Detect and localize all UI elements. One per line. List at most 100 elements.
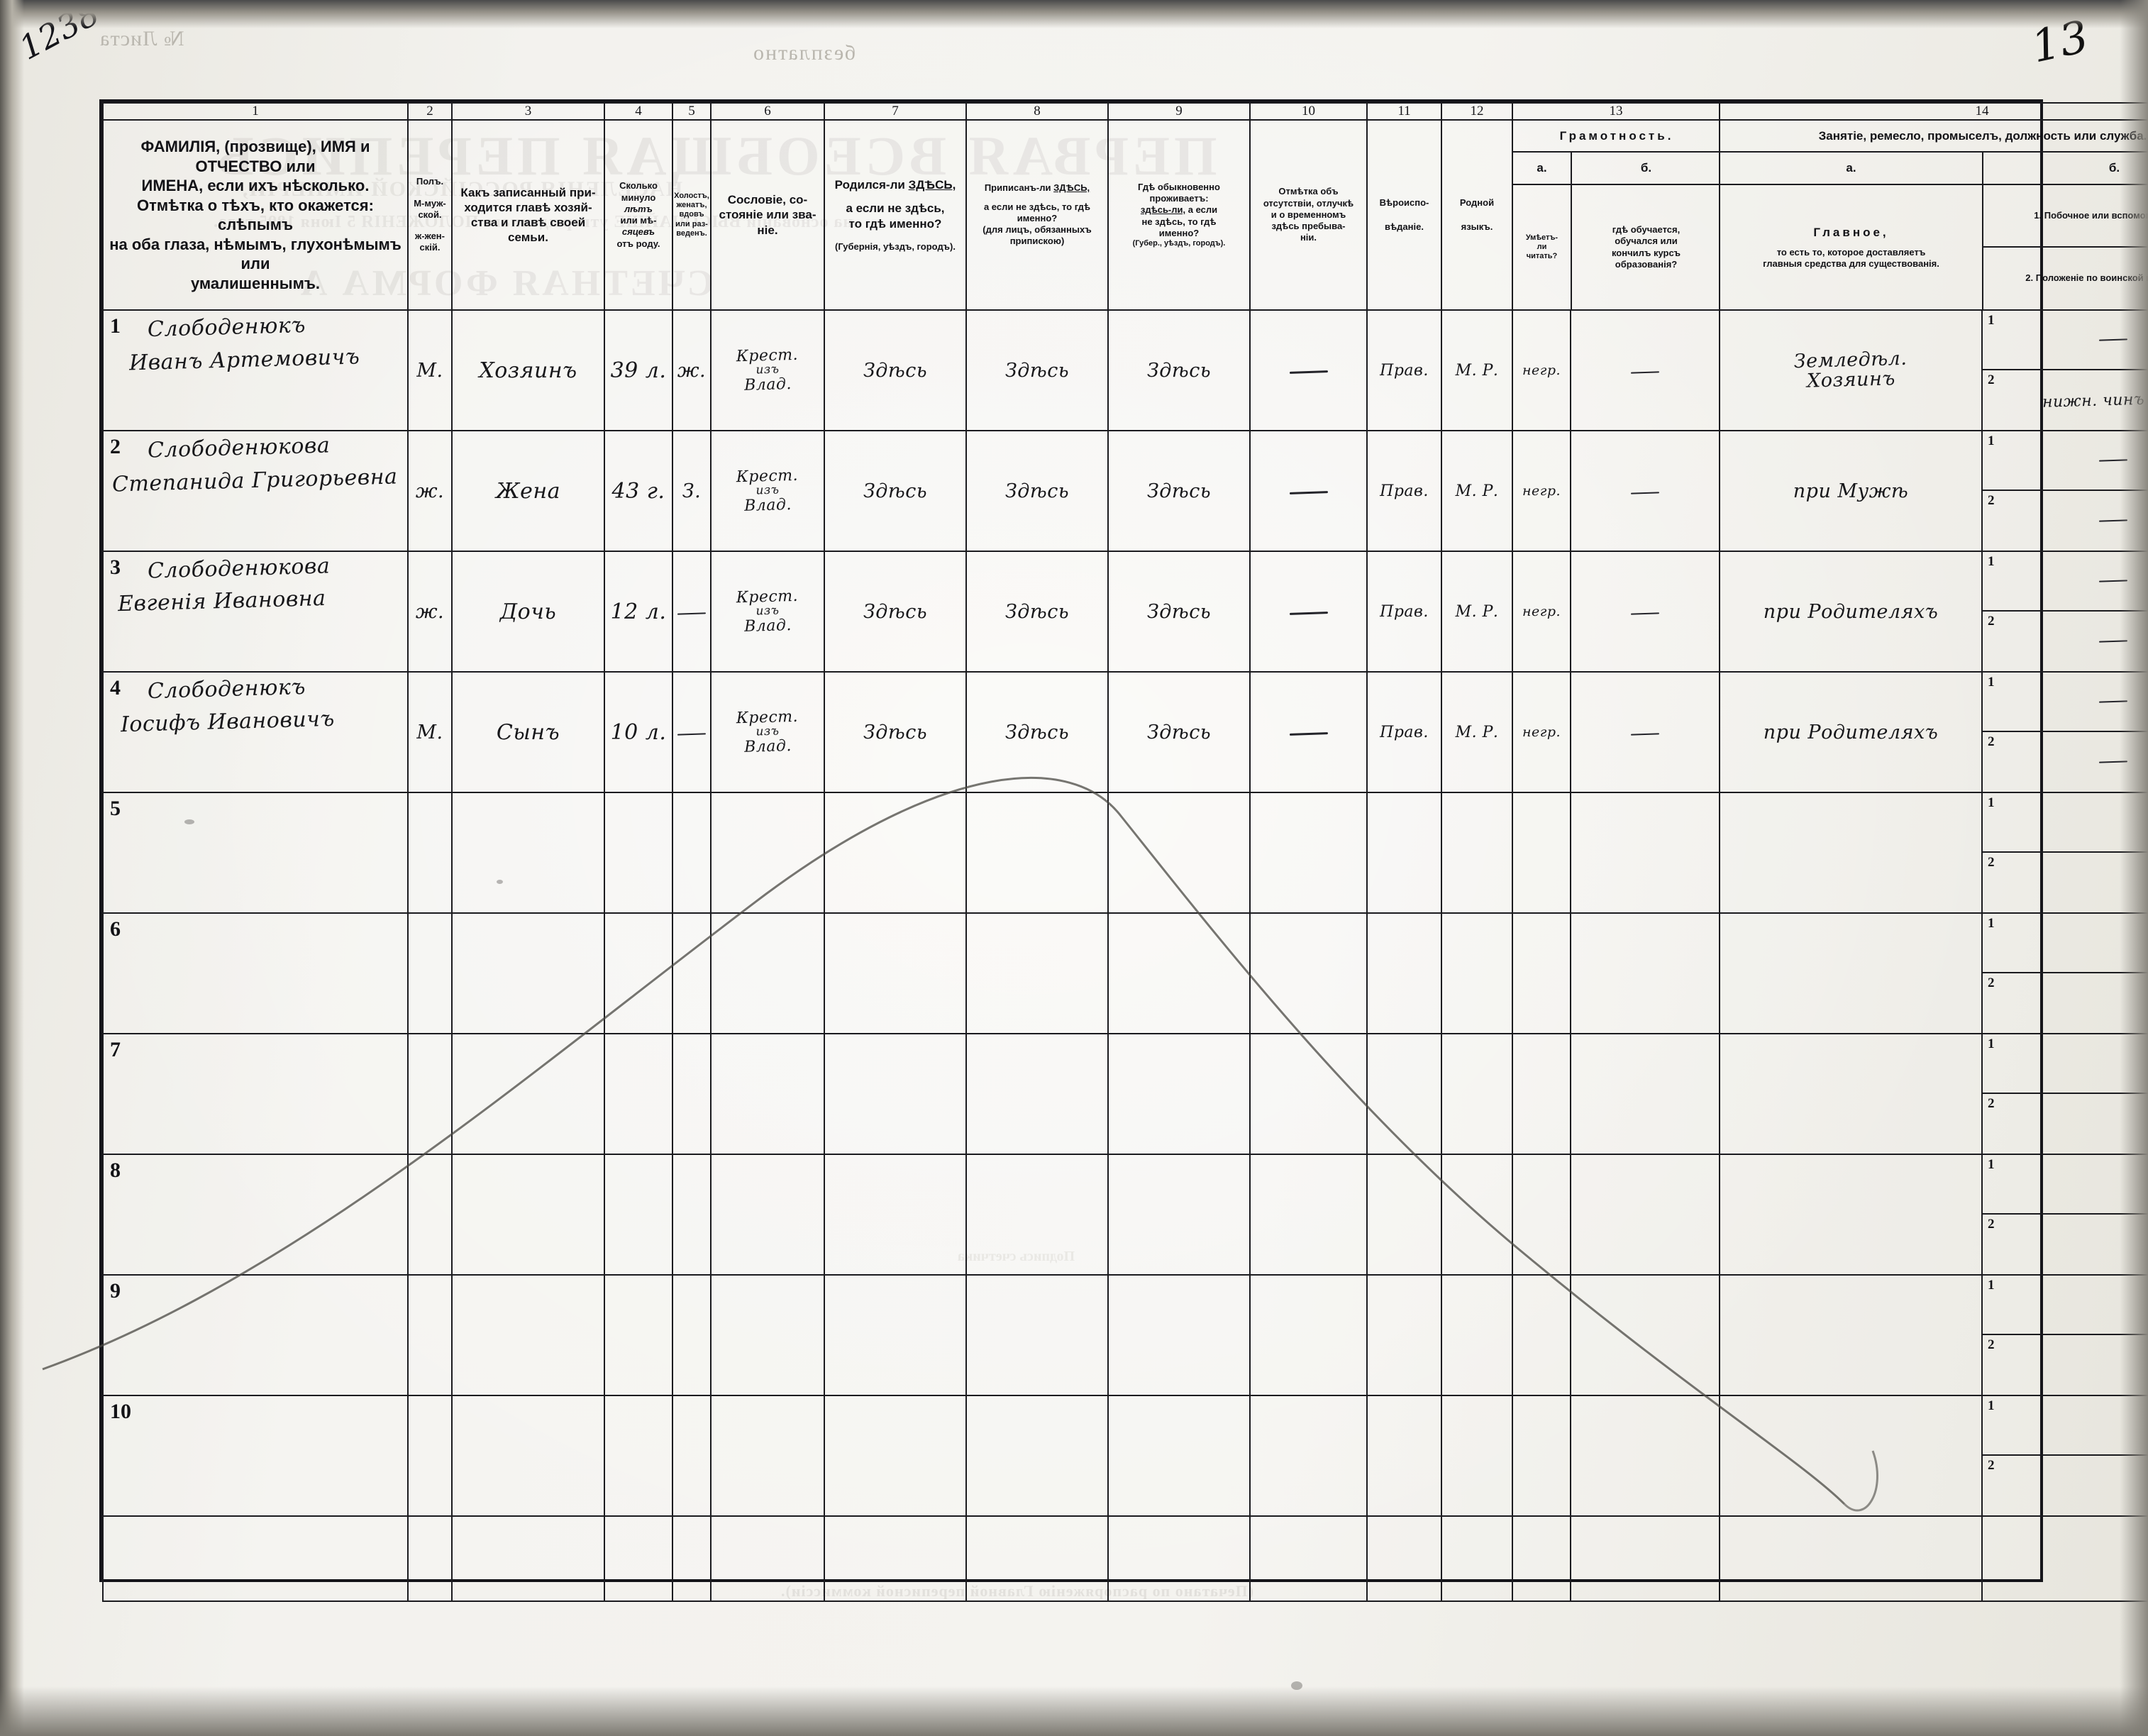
cell-sex[interactable]: М.: [407, 309, 453, 431]
subcell-military[interactable]: 2: [1983, 1335, 2148, 1395]
cell-residence[interactable]: Здѣсь: [1107, 671, 1251, 793]
cell-age[interactable]: [604, 792, 673, 914]
cell-estate[interactable]: [710, 1395, 825, 1517]
cell-marital[interactable]: [672, 912, 712, 1034]
cell-religion[interactable]: Прав.: [1366, 430, 1442, 552]
cell-name[interactable]: 2 Слободенюкова Степанида Григорьевна: [102, 430, 409, 552]
table-row[interactable]: 8 1 2: [102, 1154, 2148, 1276]
cell-literacy-a[interactable]: [1512, 1154, 1571, 1276]
cell-absence[interactable]: [1249, 1274, 1368, 1396]
cell-literacy-b[interactable]: [1570, 551, 1720, 673]
cell-name[interactable]: 5: [102, 792, 409, 914]
cell-marital[interactable]: З.: [672, 430, 712, 552]
cell-language[interactable]: М. Р.: [1441, 671, 1513, 793]
cell-literacy-a[interactable]: негр.: [1512, 551, 1571, 673]
cell-literacy-a[interactable]: негр.: [1512, 309, 1571, 431]
cell-residence[interactable]: Здѣсь: [1107, 551, 1251, 673]
cell-name[interactable]: 6: [102, 912, 409, 1034]
cell-marital[interactable]: ж.: [672, 309, 712, 431]
cell-residence[interactable]: [1107, 1515, 1251, 1602]
cell-birthplace[interactable]: [824, 792, 967, 914]
cell-literacy-b[interactable]: [1570, 912, 1720, 1034]
cell-occupation-aux[interactable]: 1 2: [1981, 792, 2148, 914]
cell-marital[interactable]: [672, 792, 712, 914]
cell-sex[interactable]: М.: [407, 671, 453, 793]
cell-residence[interactable]: Здѣсь: [1107, 309, 1251, 431]
cell-relation[interactable]: Хозяинъ: [451, 309, 605, 431]
cell-sex[interactable]: [407, 1515, 453, 1602]
cell-birthplace[interactable]: Здѣсь: [824, 551, 967, 673]
cell-age[interactable]: [604, 1154, 673, 1276]
cell-relation[interactable]: [451, 1395, 605, 1517]
cell-marital[interactable]: [672, 1395, 712, 1517]
table-row[interactable]: 10 1 2: [102, 1395, 2148, 1517]
cell-absence[interactable]: [1249, 671, 1368, 793]
cell-occupation-main[interactable]: [1719, 1395, 1983, 1517]
cell-marital[interactable]: [672, 551, 712, 673]
cell-literacy-a[interactable]: [1512, 1515, 1571, 1602]
cell-name[interactable]: 4 Слободенюкъ Іосифъ Ивановичъ: [102, 671, 409, 793]
cell-literacy-b[interactable]: [1570, 1515, 1720, 1602]
cell-sex[interactable]: [407, 1274, 453, 1396]
cell-registration[interactable]: Здѣсь: [965, 309, 1109, 431]
cell-age[interactable]: 43 г.: [604, 430, 673, 552]
cell-birthplace[interactable]: Здѣсь: [824, 671, 967, 793]
cell-residence[interactable]: [1107, 1033, 1251, 1155]
cell-estate[interactable]: [710, 912, 825, 1034]
cell-sex[interactable]: ж.: [407, 551, 453, 673]
cell-sex[interactable]: [407, 1154, 453, 1276]
cell-absence[interactable]: [1249, 1395, 1368, 1517]
cell-registration[interactable]: [965, 1395, 1109, 1517]
subcell-military[interactable]: 2: [1983, 491, 2148, 551]
cell-residence[interactable]: Здѣсь: [1107, 430, 1251, 552]
cell-literacy-a[interactable]: негр.: [1512, 430, 1571, 552]
table-row[interactable]: 6 1 2: [102, 912, 2148, 1034]
cell-occupation-main[interactable]: [1719, 1154, 1983, 1276]
cell-religion[interactable]: Прав.: [1366, 671, 1442, 793]
cell-absence[interactable]: [1249, 1033, 1368, 1155]
subcell-aux[interactable]: 1: [1983, 1034, 2148, 1094]
cell-occupation-main[interactable]: [1719, 1274, 1983, 1396]
cell-estate[interactable]: Крест. изъ Влад.: [710, 309, 825, 431]
cell-occupation-aux[interactable]: 1 2: [1981, 1395, 2148, 1517]
cell-religion[interactable]: [1366, 1274, 1442, 1396]
table-row[interactable]: 7 1 2: [102, 1033, 2148, 1155]
cell-birthplace[interactable]: Здѣсь: [824, 430, 967, 552]
cell-age[interactable]: [604, 1515, 673, 1602]
cell-name[interactable]: 10: [102, 1395, 409, 1517]
cell-language[interactable]: [1441, 1154, 1513, 1276]
cell-religion[interactable]: [1366, 1515, 1442, 1602]
subcell-aux[interactable]: 1: [1983, 431, 2148, 491]
cell-literacy-a[interactable]: [1512, 912, 1571, 1034]
cell-occupation-main[interactable]: при Мужѣ: [1719, 430, 1983, 552]
cell-occupation-main[interactable]: [1719, 912, 1983, 1034]
cell-occupation-aux[interactable]: 1 2: [1981, 1274, 2148, 1396]
cell-religion[interactable]: [1366, 1154, 1442, 1276]
subcell-military[interactable]: 2: [1983, 853, 2148, 912]
cell-relation[interactable]: [451, 792, 605, 914]
cell-occupation-aux[interactable]: [1981, 1515, 2148, 1602]
cell-religion[interactable]: Прав.: [1366, 551, 1442, 673]
cell-registration[interactable]: [965, 1274, 1109, 1396]
subcell-aux[interactable]: 1: [1983, 1155, 2148, 1215]
cell-residence[interactable]: [1107, 792, 1251, 914]
cell-literacy-a[interactable]: [1512, 1395, 1571, 1517]
cell-sex[interactable]: [407, 1395, 453, 1517]
cell-relation[interactable]: [451, 1033, 605, 1155]
cell-name[interactable]: 7: [102, 1033, 409, 1155]
cell-registration[interactable]: Здѣсь: [965, 430, 1109, 552]
cell-residence[interactable]: [1107, 1154, 1251, 1276]
cell-birthplace[interactable]: [824, 1395, 967, 1517]
cell-language[interactable]: [1441, 912, 1513, 1034]
table-row[interactable]: 3 Слободенюкова Евгенія Ивановна ж. Дочь…: [102, 551, 2148, 673]
cell-estate[interactable]: [710, 1154, 825, 1276]
cell-marital[interactable]: [672, 671, 712, 793]
cell-estate[interactable]: Крест. изъ Влад.: [710, 551, 825, 673]
cell-language[interactable]: [1441, 1515, 1513, 1602]
subcell-military[interactable]: 2 нижн. чинъ зап.: [1983, 370, 2148, 430]
cell-religion[interactable]: [1366, 792, 1442, 914]
cell-absence[interactable]: [1249, 1515, 1368, 1602]
cell-religion[interactable]: [1366, 1395, 1442, 1517]
cell-language[interactable]: [1441, 792, 1513, 914]
cell-occupation-main[interactable]: Земледѣл. Хозяинъ: [1719, 309, 1983, 431]
